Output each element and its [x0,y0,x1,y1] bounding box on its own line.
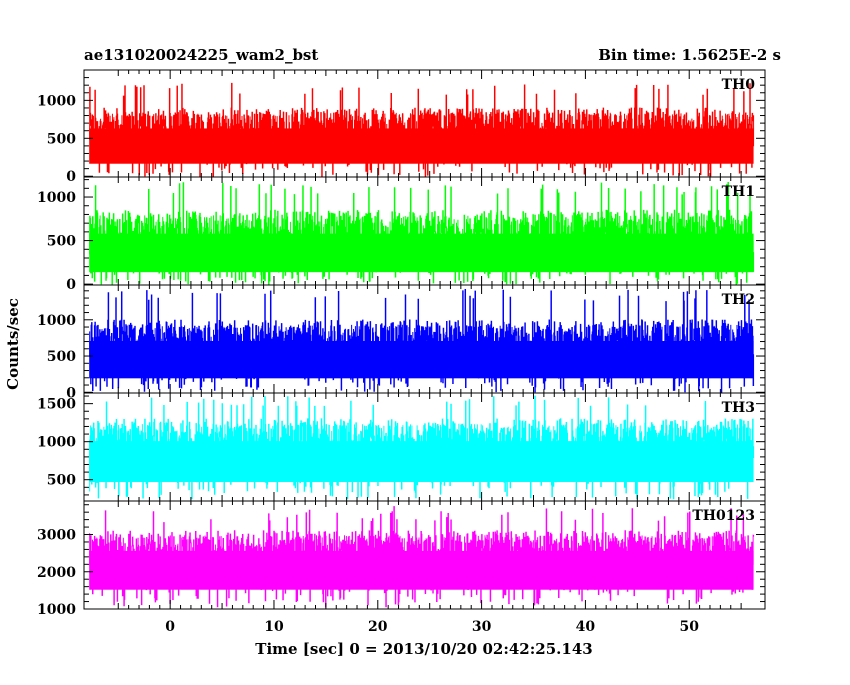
y-axis-title: Counts/sec [4,298,22,390]
y-tick-label-th0: 0 [66,169,76,185]
panel-th3: 500 1000 1500 TH3 [37,392,766,502]
panel-label-th3: TH3 [722,400,755,416]
x-tick-label: 50 [679,619,699,635]
y-tick-label-th3: 1000 [37,435,76,451]
panel-th0123: 1000 2000 3000 TH0123 [37,500,766,618]
panel-label-th0123: TH0123 [692,508,755,524]
y-tick-label-th1: 0 [66,277,76,293]
panel-th0: 0 500 1000 TH0 [37,69,766,185]
x-axis-title: Time [sec] 0 = 2013/10/20 02:42:25.143 [255,640,592,658]
y-tick-label-th0: 1000 [37,93,76,109]
chart-title: ae131020024225_wam2_bst [84,46,318,64]
y-tick-label-th2: 500 [47,349,76,365]
y-tick-label-th3: 500 [47,473,76,489]
x-tick-label: 10 [264,619,284,635]
series-line-th1 [89,182,755,285]
panel-th1: 0 500 1000 TH1 [37,176,766,293]
series-line-th0123 [89,506,755,608]
panel-label-th0: TH0 [722,77,756,93]
x-tick-label: 40 [576,619,596,635]
y-tick-label-th1: 1000 [37,190,76,206]
y-tick-label-th2: 1000 [37,313,76,329]
x-tick-label: 20 [368,619,388,635]
x-tick-label: 0 [165,619,175,635]
panel-label-th2: TH2 [722,292,755,308]
panel-th2: 0 500 1000 TH2 [37,284,766,401]
bin-time-label: Bin time: 1.5625E-2 s [598,46,781,64]
y-tick-label-th2: 0 [66,385,76,401]
y-tick-label-th0: 500 [47,131,76,147]
y-tick-label-th3: 1500 [37,397,76,413]
series-line-th3 [89,395,755,500]
y-tick-label-th0123: 1000 [37,602,76,618]
y-tick-label-th0123: 2000 [37,565,76,581]
series-line-th0 [89,82,755,177]
panel-frame-th0123 [83,500,766,610]
y-tick-label-th0123: 3000 [37,528,76,544]
panel-label-th1: TH1 [722,184,755,200]
y-tick-label-th1: 500 [47,234,76,250]
series-line-th2 [89,289,755,393]
x-tick-label: 30 [472,619,492,635]
